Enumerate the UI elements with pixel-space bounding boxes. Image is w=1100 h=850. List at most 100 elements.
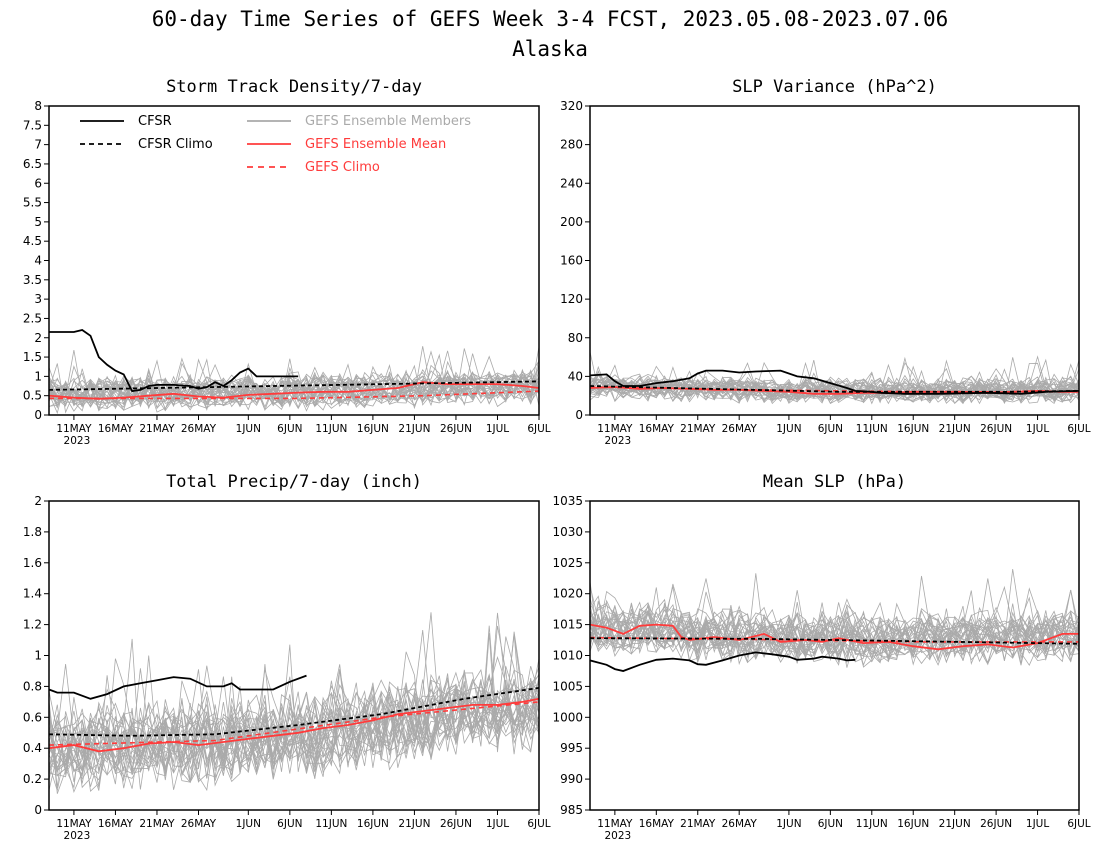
legend-ens-mean-label: GEFS Ensemble Mean	[305, 137, 446, 152]
cfsr-line	[49, 674, 307, 700]
x-tick-label: 26JUN	[440, 818, 472, 830]
y-tick-label: 6.5	[23, 157, 42, 171]
x-tick-label: 16JUN	[357, 818, 389, 830]
y-tick-label: 1.4	[23, 587, 42, 601]
member-line	[49, 672, 539, 783]
x-tick-label: 6JUL	[527, 423, 550, 435]
y-tick-label: 2.5	[23, 311, 42, 325]
member-line	[49, 673, 539, 793]
x-tick-label: 1JUN	[776, 818, 801, 830]
plot-frame	[589, 105, 1080, 416]
gefs-climo-line	[49, 701, 539, 746]
x-tick-label: 21MAY	[680, 423, 716, 435]
member-line	[590, 585, 1079, 664]
x-tick-label: 11JUN	[856, 818, 888, 830]
x-tick-label: 26JUN	[980, 423, 1012, 435]
member-line	[49, 365, 539, 411]
member-line	[590, 351, 1079, 404]
x-tick-label: 26MAY	[722, 423, 758, 435]
y-tick-label: 995	[560, 741, 583, 755]
member-line	[49, 633, 539, 789]
x-tick-label: 1JUL	[1026, 423, 1049, 435]
x-tick-label: 11JUN	[315, 818, 347, 830]
y-tick-label: 1025	[552, 556, 583, 570]
y-tick-label: 5	[34, 215, 42, 229]
y-tick-label: 0	[34, 803, 42, 817]
year-label: 2023	[64, 830, 91, 842]
y-tick-label: 120	[560, 292, 583, 306]
x-tick-label: 21MAY	[680, 818, 716, 830]
y-tick-label: 1005	[552, 679, 583, 693]
x-tick-label: 1JUN	[776, 423, 801, 435]
y-tick-label: 985	[560, 803, 583, 817]
x-tick-label: 26JUN	[440, 423, 472, 435]
y-tick-label: 1020	[552, 587, 583, 601]
x-tick-label: 16MAY	[639, 818, 675, 830]
legend-members-label: GEFS Ensemble Members	[305, 114, 471, 129]
member-line	[49, 670, 539, 773]
ensemble-members	[49, 346, 539, 415]
x-tick-label: 21JUN	[398, 423, 430, 435]
member-line	[49, 671, 539, 792]
figure-subtitle: Alaska	[512, 37, 588, 61]
year-label: 2023	[604, 830, 631, 842]
y-tick-label: 0.4	[23, 741, 42, 755]
member-line	[49, 367, 539, 412]
ensemble-members	[590, 351, 1079, 405]
member-line	[590, 374, 1079, 402]
y-tick-label: 4	[34, 254, 42, 268]
x-tick-label: 21MAY	[139, 423, 175, 435]
y-tick-label: 0.5	[23, 389, 42, 403]
y-tick-label: 1035	[552, 494, 583, 508]
y-tick-label: 8	[34, 99, 42, 113]
x-tick-label: 11MAY	[56, 423, 92, 435]
member-line	[49, 651, 539, 775]
y-tick-label: 0.6	[23, 710, 42, 724]
x-tick-label: 16MAY	[98, 818, 134, 830]
x-tick-label: 6JUN	[277, 423, 302, 435]
cfsr-line	[590, 369, 1079, 395]
x-tick-label: 1JUN	[236, 423, 261, 435]
gefs-climo-line	[590, 636, 1079, 643]
x-tick-label: 16MAY	[98, 423, 134, 435]
y-tick-label: 40	[568, 369, 583, 383]
x-tick-label: 1JUL	[1026, 818, 1049, 830]
y-tick-label: 1.5	[23, 350, 42, 364]
panel-title: Mean SLP (hPa)	[763, 472, 906, 492]
ensemble-members	[49, 612, 539, 794]
x-tick-label: 6JUL	[1067, 423, 1090, 435]
x-tick-label: 26JUN	[980, 818, 1012, 830]
panel-4: Mean SLP (hPa) 985 990 995 1000 1005 1010 1015 1…	[552, 472, 1090, 842]
y-tick-label: 1010	[552, 649, 583, 663]
member-line	[49, 372, 539, 406]
member-line	[590, 363, 1079, 401]
ens-mean-line	[49, 697, 539, 753]
x-tick-label: 11MAY	[597, 423, 633, 435]
panel-2: SLP Variance (hPa^2) 0 40 80 120 160 200 240 280…	[560, 77, 1091, 447]
cfsr-line	[49, 329, 299, 393]
member-line	[590, 583, 1079, 662]
x-tick-label: 26MAY	[722, 818, 758, 830]
member-line	[590, 605, 1079, 662]
x-tick-label: 6JUN	[818, 818, 843, 830]
member-line	[590, 609, 1079, 668]
y-tick-label: 1000	[552, 710, 583, 724]
figure-title: 60-day Time Series of GEFS Week 3-4 FCST…	[152, 7, 949, 31]
panels: Storm Track Density/7-day 0 0.5 1 1.5 2 2.5 3 3.…	[23, 77, 1091, 842]
y-tick-label: 7	[34, 138, 42, 152]
y-tick-label: 0.8	[23, 679, 42, 693]
legend-cfsr-label: CFSR	[138, 114, 172, 129]
year-label: 2023	[64, 435, 91, 447]
x-tick-label: 21JUN	[939, 423, 971, 435]
cfsr-climo-line	[590, 385, 1079, 393]
x-tick-label: 11JUN	[856, 423, 888, 435]
member-line	[590, 601, 1079, 660]
ens-mean-line	[49, 381, 539, 400]
y-tick-label: 1	[34, 649, 42, 663]
y-tick-label: 1015	[552, 618, 583, 632]
member-line	[590, 615, 1079, 663]
y-tick-label: 1	[34, 369, 42, 383]
y-tick-label: 240	[560, 176, 583, 190]
y-tick-label: 280	[560, 138, 583, 152]
